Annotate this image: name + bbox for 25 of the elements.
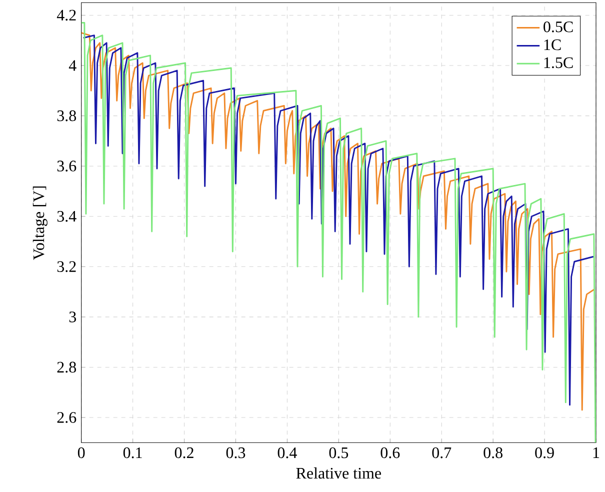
x-tick-label: 0.9 bbox=[535, 447, 554, 458]
x-tick-label: 0.4 bbox=[278, 447, 297, 458]
y-tick-label: 3.8 bbox=[57, 110, 76, 122]
x-tick-label: 0.8 bbox=[484, 447, 502, 458]
y-tick-label: 2.8 bbox=[57, 362, 76, 373]
y-tick-label: 3.4 bbox=[57, 210, 76, 222]
y-tick-label: 3.6 bbox=[57, 160, 76, 172]
y-tick-label: 3 bbox=[69, 312, 76, 322]
legend-label: 0.5C bbox=[544, 21, 573, 32]
y-tick-label: 2.6 bbox=[57, 412, 76, 423]
x-tick-label: 0.6 bbox=[380, 447, 400, 458]
x-tick-label: 0 bbox=[78, 447, 85, 458]
x-tick-label: 0.1 bbox=[123, 447, 142, 458]
x-axis-title: Relative time bbox=[296, 467, 381, 479]
y-tick-label: 4.2 bbox=[56, 10, 76, 21]
x-tick-label: 0.7 bbox=[432, 447, 452, 458]
y-tick-label: 3.2 bbox=[57, 261, 76, 272]
legend-label: 1.5C bbox=[544, 57, 573, 68]
y-axis-title: Voltage [V] bbox=[32, 186, 48, 260]
legend-label: 1C bbox=[544, 39, 561, 50]
x-tick-label: 0.5 bbox=[329, 447, 348, 458]
x-tick-label: 1 bbox=[593, 447, 600, 458]
x-tick-label: 0.2 bbox=[174, 447, 194, 458]
y-tick-label: 4 bbox=[68, 60, 76, 71]
x-tick-label: 0.3 bbox=[226, 447, 246, 458]
